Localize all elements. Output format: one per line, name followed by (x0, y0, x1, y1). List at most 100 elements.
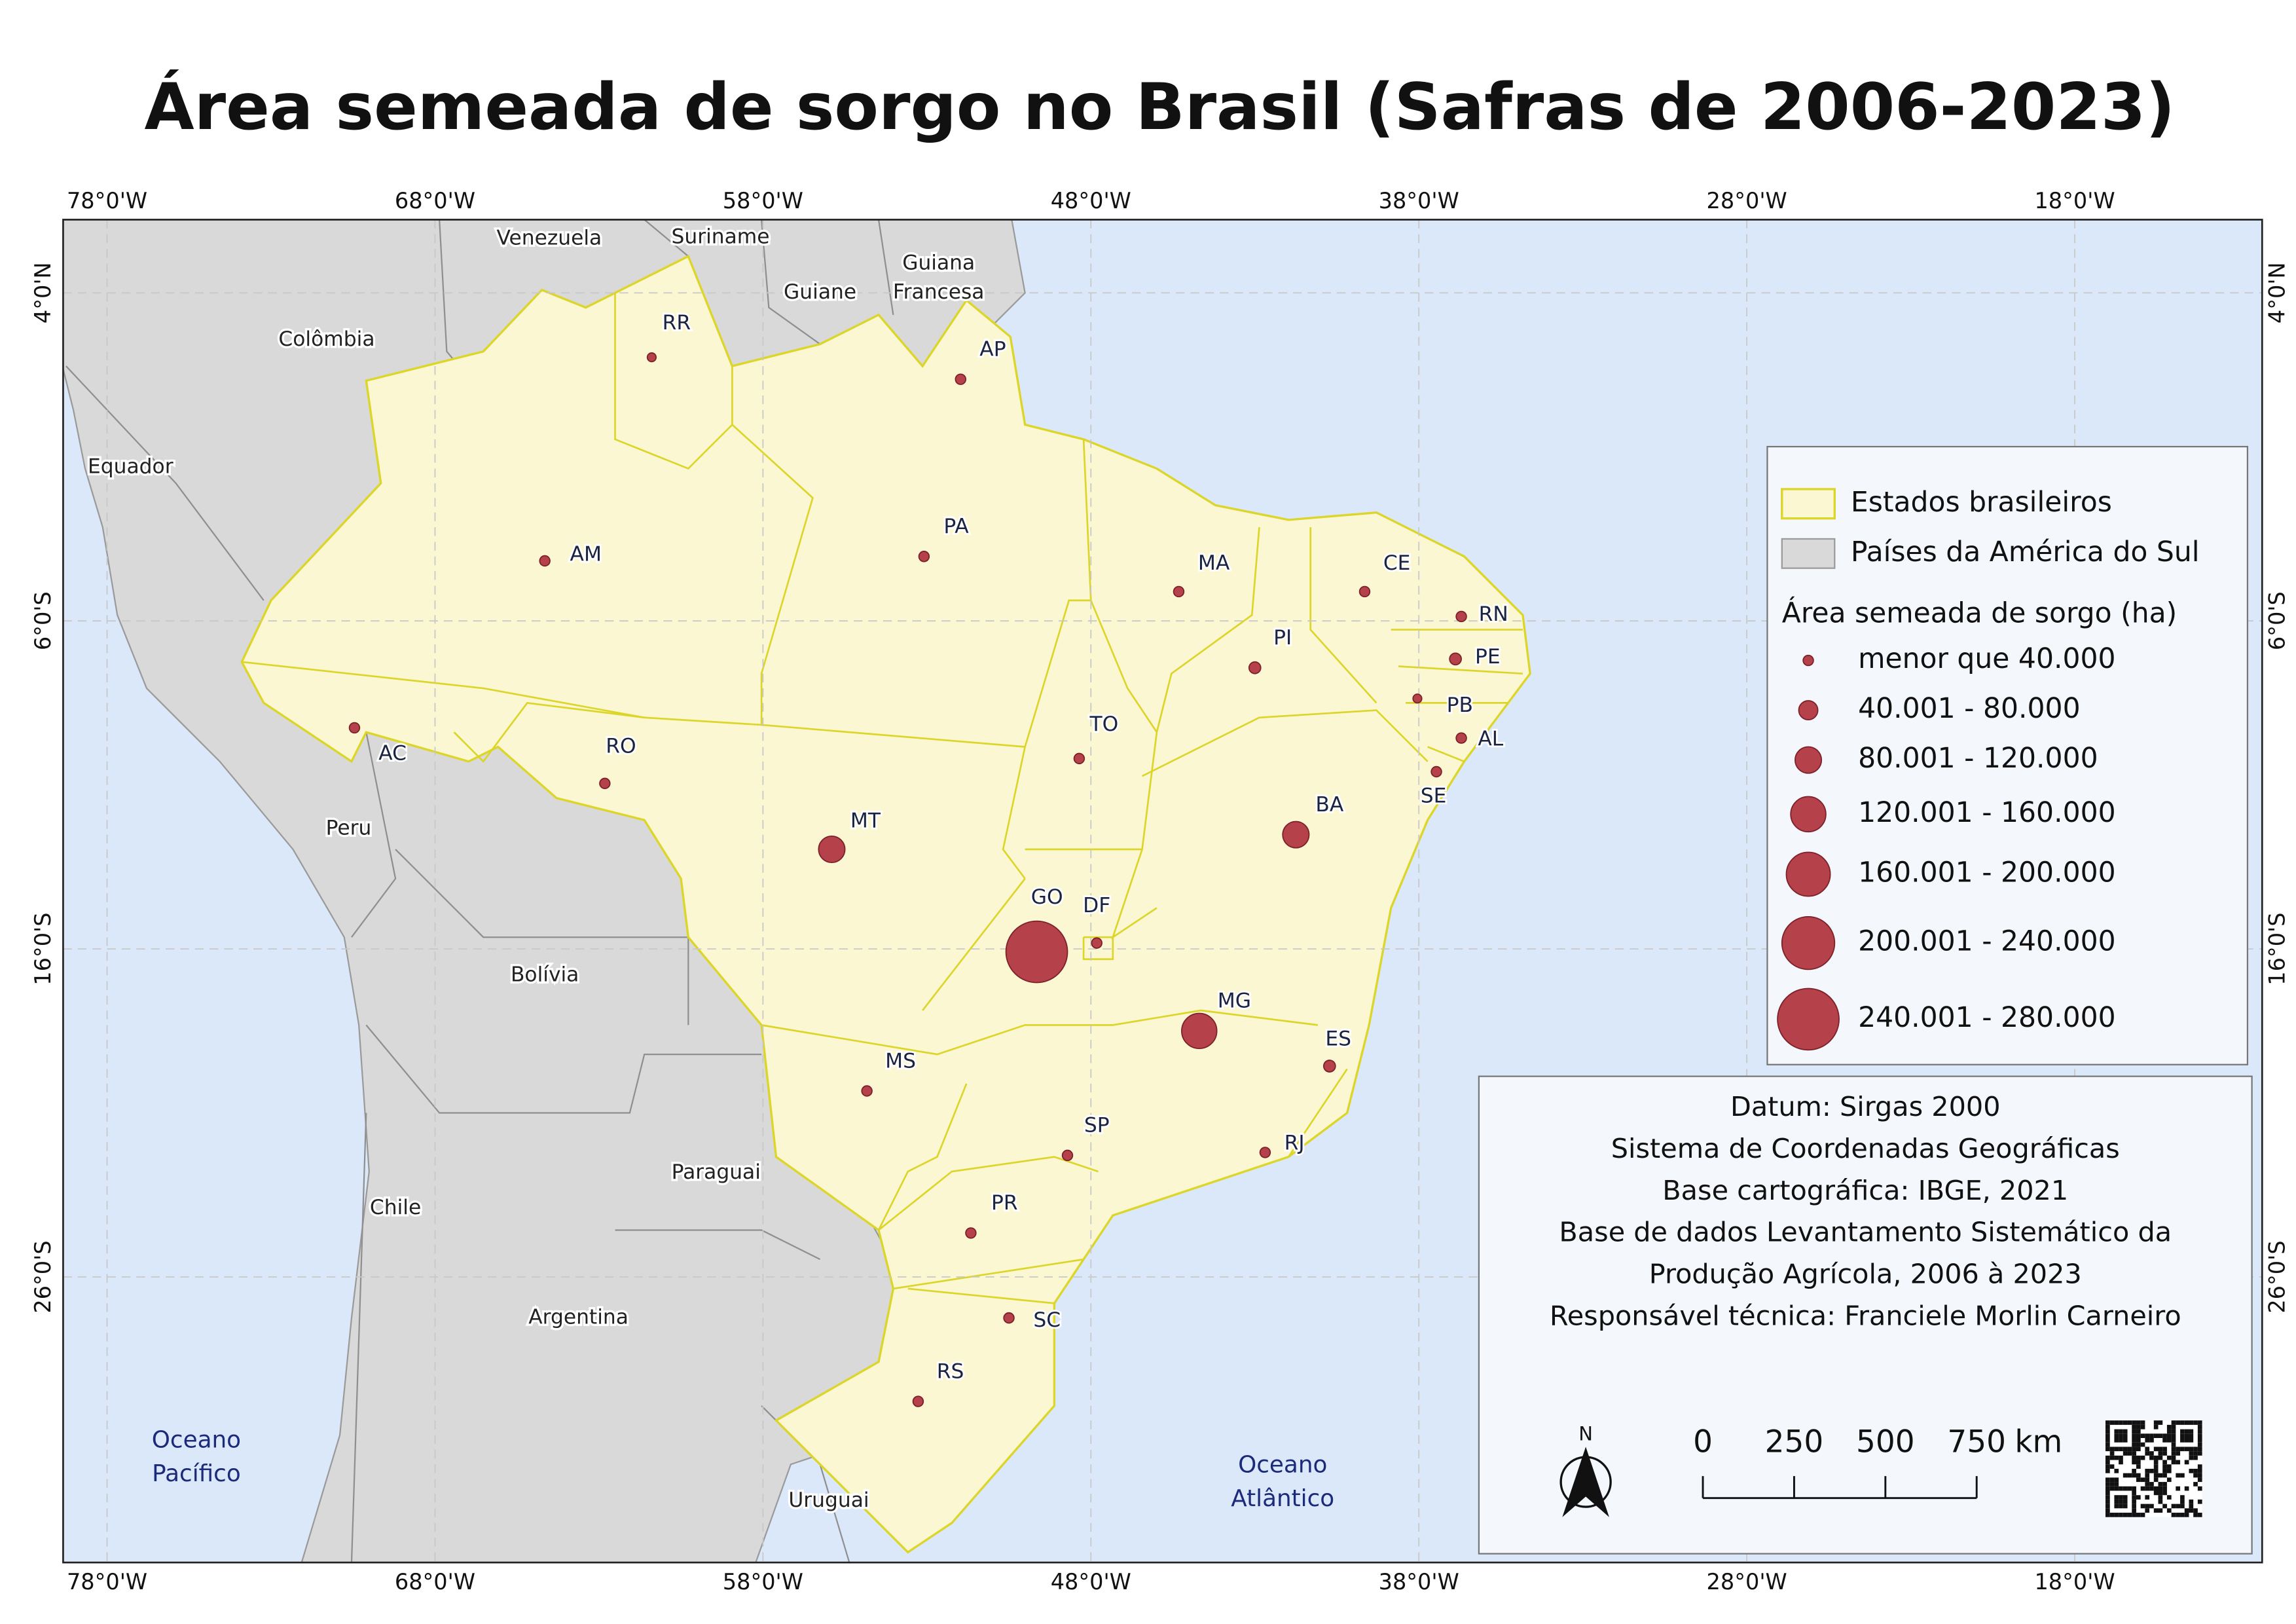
qr-module (2136, 1477, 2141, 1483)
qr-module (2114, 1477, 2119, 1483)
qr-module (2114, 1482, 2119, 1486)
state-border (893, 1258, 1084, 1290)
qr-module (2184, 1433, 2189, 1438)
qr-module (2145, 1473, 2150, 1478)
qr-module (2184, 1429, 2189, 1434)
qr-module (2166, 1429, 2172, 1434)
qr-module (2197, 1486, 2202, 1491)
longitude-label: 48°0'W (1051, 188, 1131, 213)
qr-module (2153, 1473, 2159, 1478)
qr-module (2123, 1499, 2128, 1504)
legend-box (1766, 445, 2249, 1065)
qr-module (2180, 1473, 2185, 1478)
qr-module (2189, 1468, 2194, 1473)
qr-module (2162, 1447, 2167, 1452)
country-label: Argentina (528, 1306, 629, 1329)
latitude-label: 6°0'S (2264, 591, 2289, 650)
qr-module (2109, 1482, 2115, 1486)
latitude-label: 16°0'S (2264, 912, 2289, 985)
qr-module (2132, 1442, 2136, 1447)
legend-label: menor que 40.000 (1858, 643, 2115, 675)
longitude-label: 68°0'W (395, 188, 475, 213)
north-arrow (1562, 1447, 1609, 1517)
qr-module (2153, 1460, 2159, 1465)
qr-module (2171, 1433, 2176, 1438)
qr-module (2109, 1447, 2115, 1452)
qr-module (2184, 1420, 2189, 1425)
qr-module (2105, 1486, 2110, 1491)
qr-module (2132, 1460, 2136, 1465)
legend-marker (1798, 700, 1819, 721)
state-border (877, 1083, 968, 1231)
qr-module (2123, 1486, 2128, 1491)
state-border (1156, 526, 1260, 733)
state-marker (348, 722, 361, 734)
qr-module (2145, 1447, 2150, 1452)
qr-module (2145, 1468, 2150, 1473)
state-marker (955, 373, 966, 385)
qr-module (2162, 1460, 2167, 1465)
qr-module (2197, 1451, 2202, 1456)
state-border (1309, 527, 1377, 704)
longitude-label: 18°0'W (2034, 188, 2115, 213)
qr-module (2114, 1504, 2119, 1509)
state-marker (918, 551, 930, 563)
qr-module (2193, 1447, 2198, 1452)
qr-module (2197, 1437, 2202, 1443)
qr-module (2114, 1468, 2119, 1473)
latitude-label: 6°0'S (30, 591, 56, 650)
qr-module (2193, 1451, 2198, 1456)
qr-module (2158, 1499, 2163, 1504)
qr-module (2119, 1499, 2123, 1504)
state-label: SP (1084, 1114, 1110, 1137)
country-label: Peru (326, 817, 372, 840)
qr-module (2105, 1499, 2110, 1504)
qr-module (2136, 1513, 2141, 1517)
longitude-label: 38°0'W (1379, 188, 1459, 213)
qr-module (2149, 1482, 2154, 1486)
state-label: MT (850, 809, 881, 833)
country-label: Bolívia (511, 963, 579, 986)
qr-module (2109, 1464, 2115, 1469)
state-marker (539, 555, 551, 567)
map-frame (62, 219, 2263, 1564)
state-marker (1003, 1312, 1015, 1324)
qr-module (2149, 1455, 2154, 1460)
state-marker (646, 352, 657, 363)
qr-module (2136, 1464, 2141, 1469)
qr-module (2127, 1451, 2132, 1456)
qr-module (2123, 1473, 2128, 1478)
qr-module (2123, 1513, 2128, 1517)
state-label: PA (943, 515, 969, 538)
qr-module (2105, 1504, 2110, 1509)
qr-module (2176, 1420, 2181, 1425)
qr-module (2162, 1482, 2167, 1486)
qr-module (2123, 1433, 2128, 1438)
qr-module (2132, 1455, 2136, 1460)
state-label: PB (1447, 693, 1473, 717)
qr-module (2105, 1513, 2110, 1517)
qr-module (2105, 1468, 2110, 1473)
qr-module (2180, 1420, 2185, 1425)
state-label: RN (1479, 602, 1508, 626)
qr-module (2162, 1451, 2167, 1456)
qr-module (2166, 1455, 2172, 1460)
qr-module (2105, 1495, 2110, 1500)
qr-module (2149, 1437, 2154, 1443)
brazil-states-fill (240, 255, 1531, 1554)
qr-module (2136, 1447, 2141, 1452)
legend-label: Estados brasileiros (1851, 487, 2112, 519)
state-marker (818, 836, 846, 864)
qr-module (2197, 1442, 2202, 1447)
qr-module (2166, 1477, 2172, 1483)
qr-module (2140, 1455, 2145, 1460)
qr-module (2171, 1460, 2176, 1465)
country-border (395, 849, 689, 1025)
qr-module (2197, 1473, 2202, 1478)
qr-module (2140, 1513, 2145, 1517)
north-label: N (1578, 1423, 1593, 1445)
state-marker (912, 1395, 924, 1407)
qr-module (2184, 1447, 2189, 1452)
qr-module (2140, 1504, 2145, 1509)
